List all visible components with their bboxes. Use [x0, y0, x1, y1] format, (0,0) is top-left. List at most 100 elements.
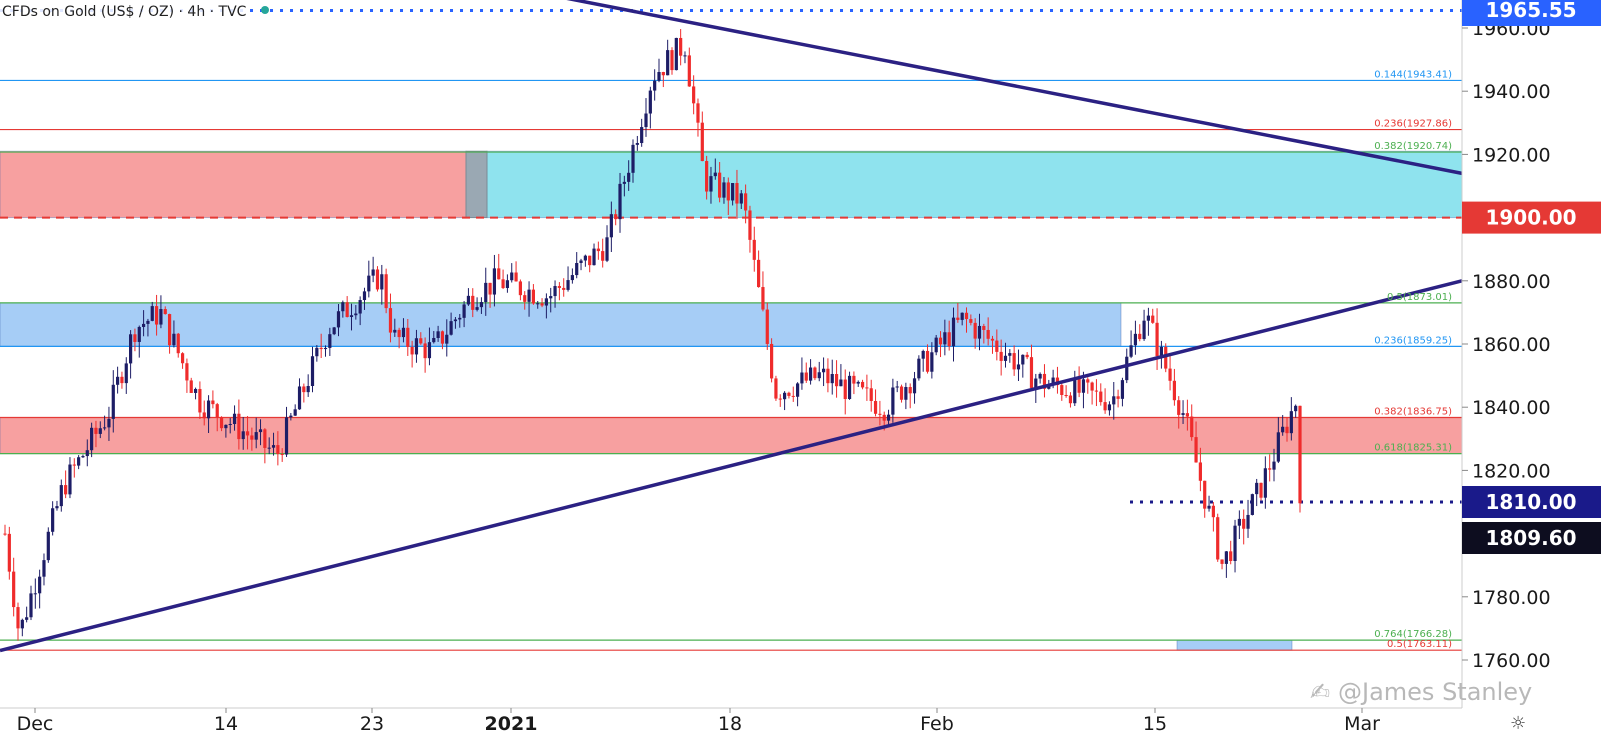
- candle-body: [1298, 405, 1302, 504]
- candle-body: [189, 380, 193, 393]
- candle-body: [336, 311, 341, 328]
- candle-body: [908, 387, 912, 394]
- candle-body: [232, 413, 237, 425]
- candle-body: [29, 593, 33, 618]
- descending-trendline[interactable]: [476, 0, 1463, 176]
- candle-body: [960, 312, 964, 320]
- candle-body: [1068, 395, 1073, 404]
- x-tick-label: Mar: [1344, 713, 1380, 735]
- candle-body: [774, 378, 778, 399]
- candle-body: [536, 303, 540, 305]
- candle-body: [68, 464, 72, 495]
- candle-body: [16, 607, 20, 629]
- fib-label-1: 0.236(1927.86): [1374, 119, 1452, 130]
- candle-body: [614, 214, 618, 220]
- candle-body: [1038, 373, 1042, 379]
- candle-body: [1233, 525, 1237, 561]
- candle-body: [865, 387, 869, 389]
- settings-gear-icon[interactable]: ☼: [1510, 713, 1526, 734]
- candle-body: [899, 386, 904, 400]
- chart-title[interactable]: CFDs on Gold (US$ / OZ) · 4h · TVC: [2, 4, 247, 20]
- candle-body: [1155, 322, 1159, 357]
- candle-body: [800, 372, 804, 384]
- candle-body: [42, 560, 46, 577]
- candle-body: [510, 272, 514, 281]
- candle-body: [479, 302, 484, 308]
- candle-body: [328, 334, 332, 348]
- candle-body: [150, 306, 154, 321]
- candle-body: [462, 304, 466, 318]
- price-axis[interactable]: 1960.001940.001920.001900.001880.001860.…: [1462, 18, 1551, 672]
- red-resistance-zone: [0, 150, 467, 219]
- y-tick-label: 1860.00: [1472, 334, 1551, 356]
- candle-body: [1103, 402, 1107, 411]
- candle-body: [1142, 320, 1146, 340]
- candle-body: [964, 312, 969, 320]
- candle-body: [977, 325, 982, 339]
- x-tick-label: 23: [360, 713, 384, 735]
- candle-body: [1112, 396, 1116, 405]
- candle-body: [947, 332, 951, 347]
- candle-body: [271, 445, 276, 448]
- blue-zone: [0, 302, 1122, 347]
- candle-body: [289, 415, 293, 418]
- y-tick-label: 1820.00: [1472, 460, 1551, 482]
- candle-body: [51, 508, 55, 532]
- candle-body: [843, 379, 847, 399]
- candle-body: [250, 435, 254, 440]
- candle-body: [146, 320, 150, 324]
- candle-body: [618, 183, 622, 220]
- signature-icon: ✍: [1310, 678, 1330, 706]
- candle-body: [1285, 426, 1289, 434]
- candle-body: [518, 281, 523, 296]
- x-tick-label: 14: [214, 713, 238, 735]
- cyan-resistance-zone: [486, 150, 1463, 219]
- candle-body: [484, 282, 488, 303]
- candle-body: [1025, 354, 1029, 358]
- candle-body: [449, 321, 453, 335]
- candle-body: [284, 417, 289, 455]
- plot-area[interactable]: [0, 0, 1462, 708]
- candle-body: [1250, 494, 1254, 515]
- candle-body: [319, 347, 323, 350]
- candle-body: [1281, 426, 1285, 433]
- candle-body: [566, 280, 570, 290]
- candle-body: [198, 388, 202, 413]
- candle-body: [1151, 315, 1155, 323]
- candle-body: [1294, 405, 1298, 412]
- candle-body: [622, 181, 626, 184]
- candle-body: [1190, 416, 1194, 438]
- fib-label-8: 0.5(1763.11): [1387, 639, 1452, 650]
- candle-body: [1081, 379, 1086, 393]
- candle-body: [782, 392, 787, 400]
- candle-body: [999, 351, 1003, 361]
- candle-body: [718, 172, 722, 198]
- price-tag-1810-00: 1810.00: [1462, 486, 1601, 518]
- candle-body: [77, 457, 81, 466]
- candle-body: [367, 275, 371, 292]
- candle-body: [323, 347, 328, 350]
- candle-body: [700, 122, 704, 162]
- candle-body: [488, 282, 492, 295]
- time-axis[interactable]: Dec 14 23 2021 18 Feb 15 Mar: [17, 708, 1380, 735]
- fib-label-layer: 0.144(1943.41) 0.236(1927.86) 0.382(1920.7…: [1374, 69, 1452, 650]
- candle-body: [787, 392, 791, 396]
- candle-body: [826, 368, 830, 384]
- candle-body: [453, 319, 458, 322]
- ascending-trendline[interactable]: [0, 279, 1463, 653]
- fib-label-7: 0.764(1766.28): [1374, 629, 1452, 640]
- candle-body: [215, 404, 219, 418]
- candle-body: [1094, 390, 1099, 392]
- candle-body: [1003, 355, 1008, 361]
- candle-body: [1207, 505, 1211, 509]
- candle-body: [1125, 356, 1129, 381]
- candle-body: [349, 315, 354, 317]
- candle-body: [3, 533, 7, 535]
- candle-body: [1194, 437, 1198, 463]
- candle-body: [895, 386, 899, 388]
- candle-body: [852, 375, 856, 384]
- candle-body: [635, 143, 639, 145]
- candle-body: [362, 291, 367, 301]
- candle-body: [1073, 377, 1077, 404]
